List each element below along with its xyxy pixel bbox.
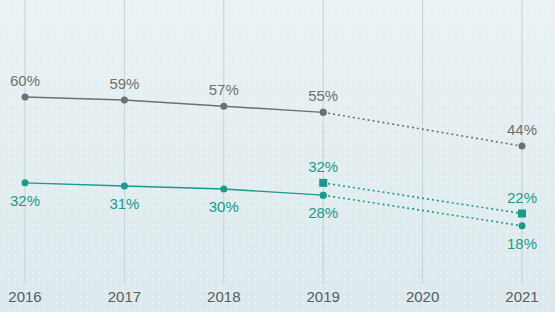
marker <box>519 222 526 229</box>
data-label: 31% <box>109 195 139 212</box>
marker <box>320 109 327 116</box>
data-label: 32% <box>10 192 40 209</box>
data-label: 22% <box>507 189 537 206</box>
marker <box>220 186 227 193</box>
grid <box>25 0 522 284</box>
marker <box>519 143 526 150</box>
grid-line <box>422 0 423 284</box>
grid-line <box>25 0 26 284</box>
data-label: 57% <box>209 81 239 98</box>
marker <box>220 103 227 110</box>
plot-area <box>22 94 527 230</box>
grid-line <box>223 0 224 284</box>
data-label: 32% <box>308 158 338 175</box>
marker <box>518 210 526 218</box>
data-label: 28% <box>308 204 338 221</box>
marker <box>121 97 128 104</box>
grid-line <box>323 0 324 284</box>
series-line <box>323 183 522 214</box>
x-tick-label: 2018 <box>207 288 240 305</box>
marker <box>320 109 327 116</box>
marker <box>320 192 327 199</box>
x-tick-label: 2019 <box>307 288 340 305</box>
data-labels: 60% 59% 57% 55% 44% 32% 31% 30% 28% 18% 32% 22% <box>10 72 537 252</box>
data-label: 55% <box>308 87 338 104</box>
data-label: 60% <box>10 72 40 89</box>
data-label: 59% <box>109 75 139 92</box>
data-label: 44% <box>507 121 537 138</box>
chart: 2016 2017 2018 2019 2020 2021 60% 59% 57% 55% 44% 3… <box>0 0 555 312</box>
background-pattern <box>0 0 555 312</box>
marker <box>320 192 327 199</box>
marker <box>319 179 327 187</box>
marker <box>22 94 29 101</box>
grid-line <box>124 0 125 284</box>
marker <box>22 179 29 186</box>
series-line <box>25 183 323 195</box>
x-tick-label: 2021 <box>505 288 538 305</box>
data-label: 30% <box>209 198 239 215</box>
x-tick-label: 2017 <box>108 288 141 305</box>
x-ticks: 2016 2017 2018 2019 2020 2021 <box>8 288 538 305</box>
data-label: 18% <box>507 235 537 252</box>
series-line <box>323 112 522 146</box>
x-tick-label: 2016 <box>8 288 41 305</box>
x-tick-label: 2020 <box>406 288 439 305</box>
marker <box>121 182 128 189</box>
series-line <box>25 97 323 112</box>
series-line <box>323 195 522 226</box>
